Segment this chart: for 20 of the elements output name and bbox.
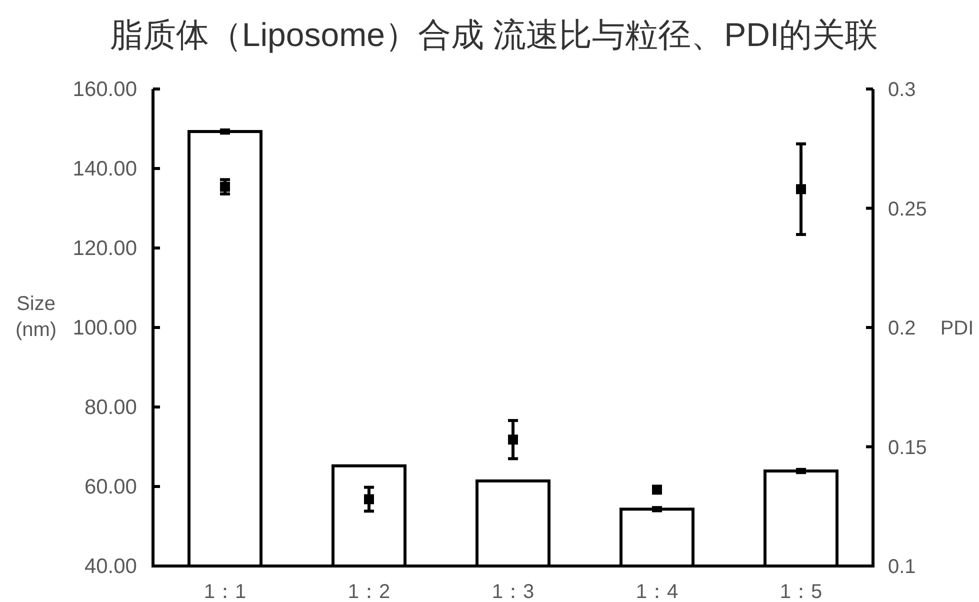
x-tick-label: 1：4 <box>636 581 678 602</box>
y2-tick-label: 0.2 <box>888 318 916 340</box>
y-tick-label: 140.00 <box>72 158 137 180</box>
y2-axis-title: PDI <box>940 318 974 340</box>
y-tick-label: 160.00 <box>72 78 137 101</box>
y2-tick-label: 0.3 <box>888 79 916 101</box>
y2-tick-label: 0.1 <box>888 556 916 578</box>
y-tick-label: 60.00 <box>84 476 137 498</box>
y2-tick-label: 0.25 <box>888 198 927 220</box>
x-tick-label: 1：2 <box>348 581 390 602</box>
y-tick-label: 80.00 <box>84 396 137 419</box>
y-tick-label: 100.00 <box>72 316 137 340</box>
x-tick-label: 1：1 <box>204 581 246 602</box>
x-tick-label: 1：3 <box>492 581 534 602</box>
y2-tick-label: 0.15 <box>888 436 927 459</box>
y-axis-title: Size (nm) <box>15 293 57 341</box>
x-tick-label: 1：5 <box>780 581 822 602</box>
chart-title: 脂质体（Liposome）合成 流速比与粒径、PDI的关联 <box>110 16 878 53</box>
y-tick-label: 120.00 <box>72 237 137 260</box>
y-tick-label: 40.00 <box>84 555 137 578</box>
